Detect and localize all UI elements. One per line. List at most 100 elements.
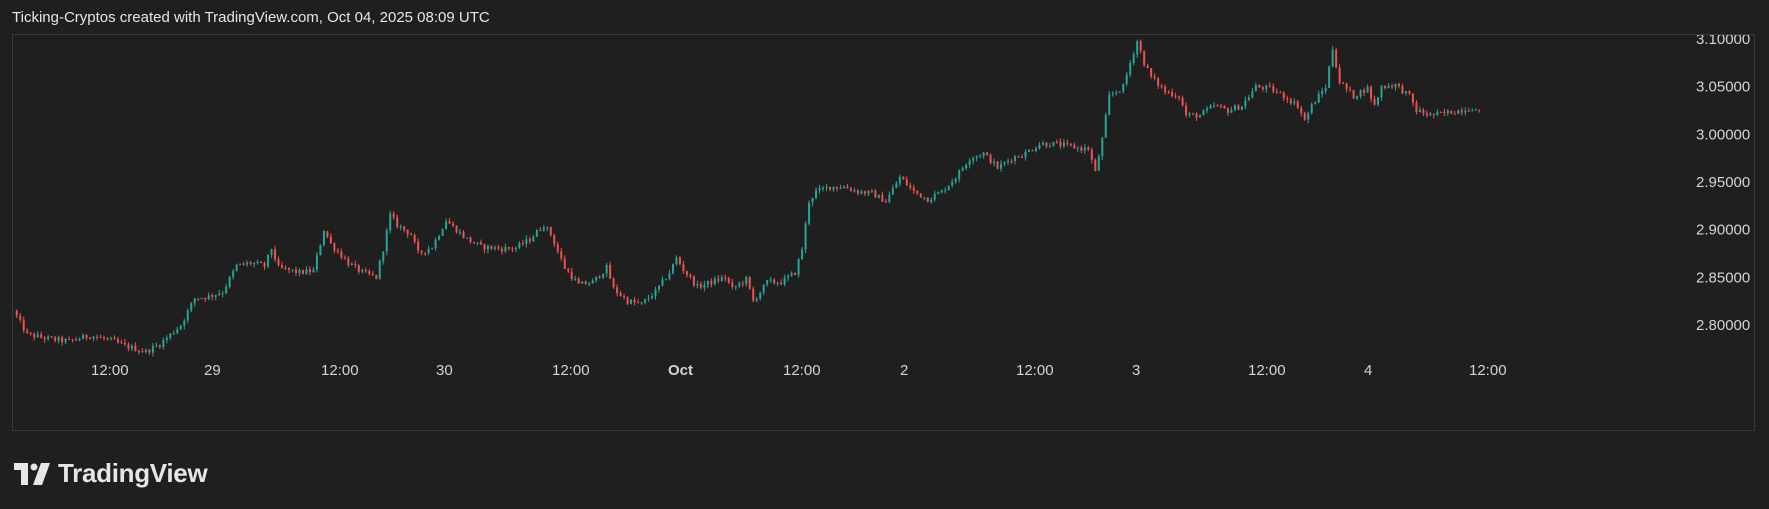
candle (1233, 104, 1236, 112)
candle-body (870, 190, 873, 192)
candle-body (1052, 141, 1055, 147)
candle (207, 292, 210, 301)
candle (350, 262, 353, 266)
tradingview-logo[interactable]: TradingView (14, 458, 208, 489)
candle-body (1457, 110, 1460, 114)
candle-body (490, 245, 493, 249)
candle (270, 248, 273, 259)
candle (172, 330, 175, 336)
candle (1289, 97, 1292, 106)
candle (455, 225, 458, 234)
candle (1404, 91, 1407, 96)
candlestick-chart[interactable]: 3.10000 3.05000 3.00000 2.95000 2.90000 2.850… (13, 35, 1754, 430)
candle-body (664, 279, 667, 281)
candle (1314, 101, 1317, 105)
candle-body (678, 257, 681, 265)
candle (1331, 46, 1334, 68)
candle-body (1314, 102, 1317, 105)
candle-body (301, 269, 304, 274)
chart-attribution: Ticking-Cryptos created with TradingView… (12, 9, 490, 26)
candle (64, 337, 67, 345)
candle-body (699, 284, 702, 288)
candle-body (214, 295, 217, 297)
candle (905, 176, 908, 186)
candle-body (940, 190, 943, 193)
candle (1101, 136, 1104, 161)
candle (1471, 107, 1474, 112)
candle-body (808, 202, 811, 224)
candle (1010, 158, 1013, 164)
candle-body (1254, 85, 1257, 92)
candle-body (1188, 113, 1191, 116)
candle-body (92, 336, 95, 339)
candle-body (137, 351, 140, 353)
candle (493, 245, 496, 251)
candle (724, 274, 727, 282)
candle-body (745, 276, 748, 284)
candle (315, 251, 318, 273)
candle-body (1474, 109, 1477, 111)
candle (1087, 145, 1090, 152)
candle (1251, 87, 1254, 99)
candle-body (884, 201, 887, 203)
candle (933, 190, 936, 202)
candle-body (1303, 113, 1306, 120)
candle-body (1335, 49, 1338, 68)
candle-body (741, 283, 744, 285)
candle-body (256, 261, 259, 264)
candle-body (891, 188, 894, 195)
candle (1443, 108, 1446, 117)
candle-body (797, 258, 800, 275)
candle (808, 200, 811, 226)
candle (347, 256, 350, 268)
candle-body (856, 190, 859, 194)
candle (263, 261, 266, 271)
candle (274, 245, 277, 263)
candle-body (1111, 93, 1114, 95)
candle (678, 255, 681, 266)
candle-body (1150, 68, 1153, 77)
candle (204, 297, 207, 302)
candle-body (1289, 99, 1292, 104)
candle-body (120, 342, 123, 344)
candle (626, 296, 629, 306)
candle-body (1007, 160, 1010, 163)
candle-body (1118, 91, 1121, 93)
candle-body (549, 227, 552, 236)
candle-body (211, 295, 214, 297)
candle-body (651, 296, 654, 299)
candle (239, 263, 242, 266)
candle-body (1300, 108, 1303, 114)
candle (99, 334, 102, 339)
candle-body (85, 334, 88, 338)
candle-body (22, 319, 25, 331)
candle-body (1021, 157, 1024, 159)
candle (1153, 73, 1156, 81)
candle (68, 336, 71, 341)
candle-body (319, 244, 322, 256)
candle (490, 245, 493, 251)
chart-frame[interactable]: 3.10000 3.05000 3.00000 2.95000 2.90000 2.850… (12, 34, 1755, 431)
candle (1021, 154, 1024, 159)
candle-body (1031, 150, 1034, 152)
candle-body (671, 264, 674, 274)
candle (179, 324, 182, 331)
candle-body (738, 283, 741, 287)
candle-body (1359, 89, 1362, 97)
candle (1359, 89, 1362, 99)
candle (692, 275, 695, 288)
time-axis: 12:00 29 12:00 30 12:00 Oct 12:00 2 12:00 3 12:00 4… (91, 362, 1507, 379)
candle (898, 174, 901, 187)
candle (965, 163, 968, 171)
candle (413, 233, 416, 244)
candle-body (1045, 142, 1048, 147)
candle-body (1401, 85, 1404, 94)
candle (836, 186, 839, 192)
candle-body (1282, 92, 1285, 99)
candle-body (1062, 142, 1065, 147)
candle (528, 236, 531, 245)
candle (759, 291, 762, 301)
candle-body (158, 345, 161, 347)
candle (214, 294, 217, 301)
candle (1272, 83, 1275, 94)
